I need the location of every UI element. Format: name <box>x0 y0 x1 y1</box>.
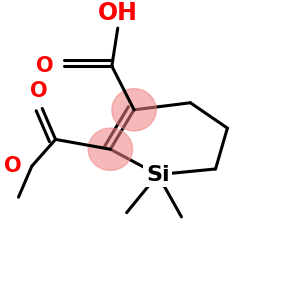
Text: OH: OH <box>98 1 138 25</box>
Text: O: O <box>4 156 22 176</box>
Circle shape <box>112 89 156 131</box>
Text: Si: Si <box>146 165 169 184</box>
Circle shape <box>88 128 133 170</box>
Text: O: O <box>36 56 54 76</box>
Text: O: O <box>30 81 48 101</box>
